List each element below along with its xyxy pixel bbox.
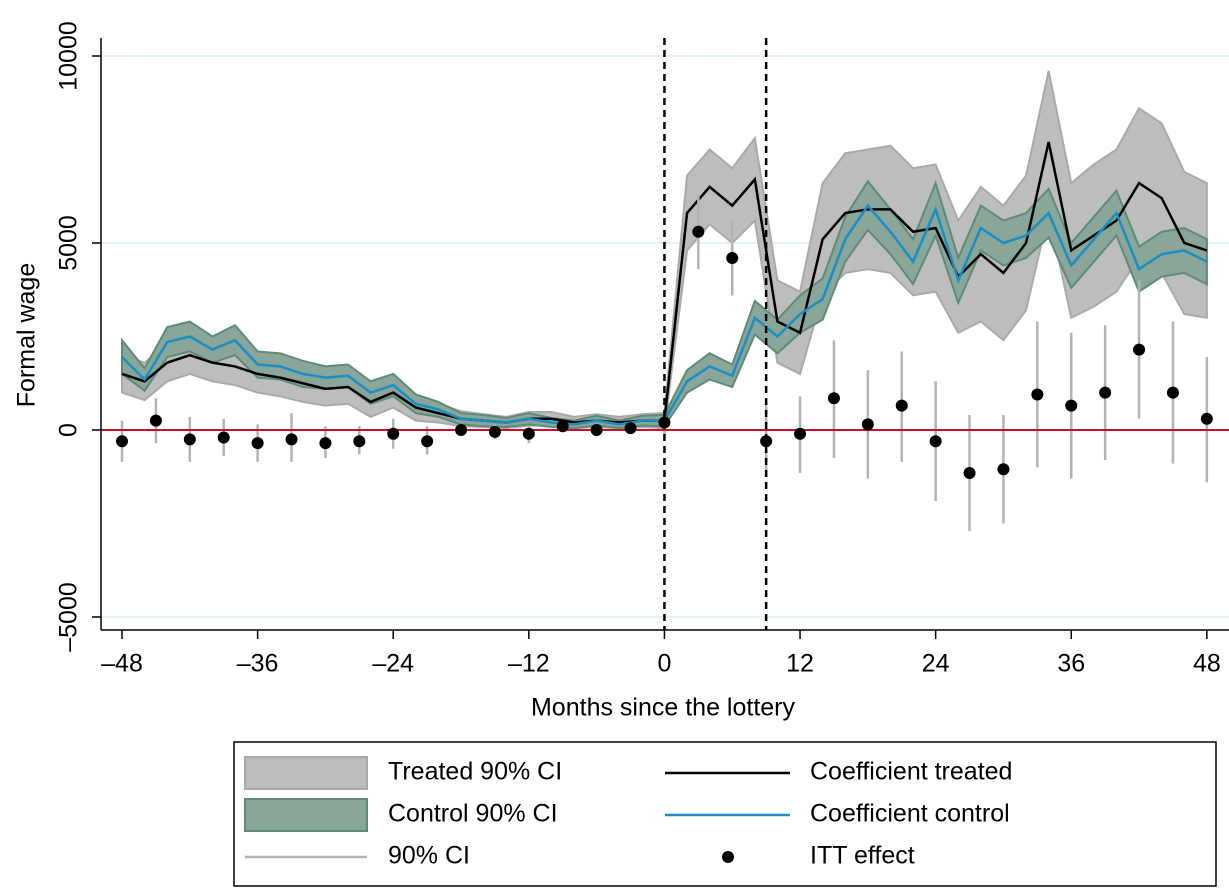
legend-label: 90% CI bbox=[388, 842, 470, 870]
x-tick-label: 48 bbox=[1193, 650, 1221, 678]
legend-label: Control 90% CI bbox=[388, 800, 558, 828]
y-tick-label: 0 bbox=[55, 423, 83, 437]
x-tick-label: 36 bbox=[1057, 650, 1085, 678]
y-tick-label: –5000 bbox=[55, 582, 83, 652]
itt-point bbox=[1166, 386, 1179, 399]
itt-point bbox=[624, 422, 637, 435]
itt-point bbox=[1200, 412, 1213, 425]
itt-point bbox=[760, 435, 773, 448]
x-axis-title: Months since the lottery bbox=[531, 694, 796, 722]
itt-point bbox=[353, 435, 366, 448]
legend-label: ITT effect bbox=[810, 842, 915, 870]
x-tick-label: 0 bbox=[657, 650, 671, 678]
itt-point bbox=[421, 435, 434, 448]
itt-point bbox=[895, 399, 908, 412]
itt-point bbox=[929, 435, 942, 448]
itt-point bbox=[827, 392, 840, 405]
legend-label: Coefficient control bbox=[810, 800, 1010, 828]
itt-point bbox=[251, 437, 264, 450]
x-tick-label: –36 bbox=[237, 650, 279, 678]
itt-point bbox=[455, 423, 468, 436]
itt-point bbox=[217, 431, 230, 444]
y-tick-label: 10000 bbox=[55, 21, 83, 91]
itt-point bbox=[1099, 386, 1112, 399]
itt-point bbox=[692, 225, 705, 238]
itt-point bbox=[658, 416, 671, 429]
legend-swatch bbox=[244, 798, 368, 832]
ci-band bbox=[121, 179, 1208, 430]
legend-label: Coefficient treated bbox=[810, 758, 1012, 786]
itt-point bbox=[149, 414, 162, 427]
legend-label: Treated 90% CI bbox=[388, 758, 562, 786]
itt-point bbox=[183, 433, 196, 446]
itt-point bbox=[726, 251, 739, 264]
y-tick-label: 5000 bbox=[55, 215, 83, 271]
x-tick-label: –48 bbox=[101, 650, 143, 678]
itt-point bbox=[590, 423, 603, 436]
itt-point bbox=[488, 425, 501, 438]
x-tick-label: 24 bbox=[922, 650, 950, 678]
legend-swatch bbox=[722, 851, 734, 863]
x-tick-label: –12 bbox=[508, 650, 550, 678]
itt-point bbox=[794, 427, 807, 440]
itt-point bbox=[116, 435, 129, 448]
itt-point bbox=[556, 420, 569, 433]
x-tick-label: 12 bbox=[786, 650, 814, 678]
itt-point bbox=[1065, 399, 1078, 412]
itt-point bbox=[387, 427, 400, 440]
itt-point bbox=[1031, 388, 1044, 401]
x-tick-label: –24 bbox=[372, 650, 414, 678]
itt-point bbox=[319, 437, 332, 450]
itt-point bbox=[522, 427, 535, 440]
legend-swatch bbox=[244, 756, 368, 790]
y-axis-title: Formal wage bbox=[13, 263, 41, 408]
itt-point bbox=[1133, 343, 1146, 356]
itt-point bbox=[861, 418, 874, 431]
itt-point bbox=[285, 433, 298, 446]
itt-point bbox=[997, 463, 1010, 476]
itt-point bbox=[963, 466, 976, 479]
